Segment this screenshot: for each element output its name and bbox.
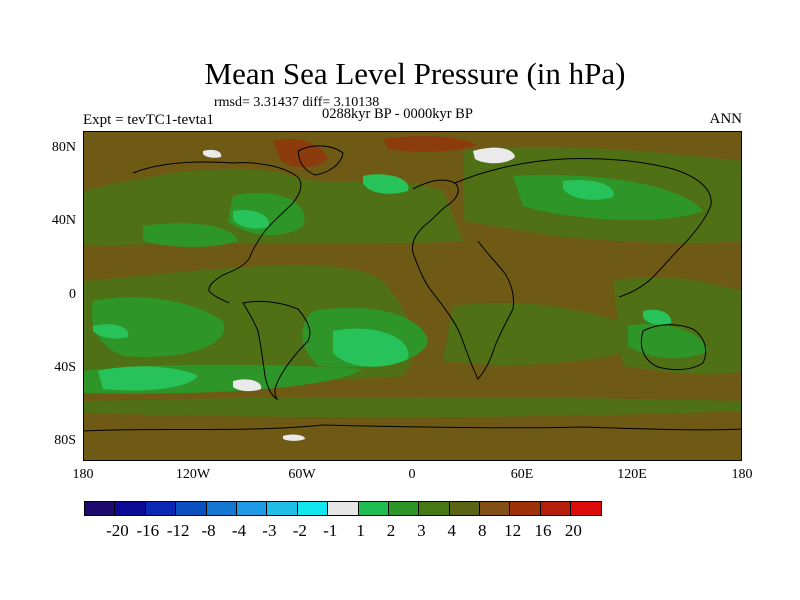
season-label: ANN (709, 111, 743, 127)
experiment-label: Expt = tevTC1-tevta1 (83, 112, 214, 128)
colorbar-box (144, 501, 177, 516)
colorbar-box (266, 501, 298, 516)
colorbar-label: 8 (477, 521, 487, 540)
colorbar-box (327, 501, 359, 516)
bright-green-field (93, 174, 672, 391)
colorbar (84, 501, 602, 516)
coastlines (83, 145, 742, 432)
lon-label-0: 0 (408, 467, 416, 482)
colorbar-label: 4 (447, 521, 457, 540)
lat-label-40n: 40N (51, 213, 76, 228)
lon-label-180w: 180 (72, 467, 94, 482)
plot-title: Mean Sea Level Pressure (in hPa) (204, 56, 626, 91)
lon-label-120e: 120E (617, 467, 647, 482)
lon-label-180e: 180 (731, 467, 753, 482)
colorbar-box (448, 501, 481, 516)
pressure-map (83, 131, 742, 461)
colorbar-label: -4 (231, 521, 247, 540)
colorbar-box (205, 501, 237, 516)
greenland-coast (297, 145, 344, 176)
europe-africa-coast (412, 179, 514, 380)
colorbar-box (539, 501, 572, 516)
colorbar-label: -12 (166, 521, 190, 540)
colorbar-label: -2 (292, 521, 307, 540)
lon-label-60e: 60E (510, 467, 534, 482)
colorbar-label: 1 (356, 521, 365, 540)
colorbar-label: -3 (262, 521, 277, 540)
colorbar-box (84, 501, 116, 516)
lon-label-120w: 120W (175, 467, 211, 482)
australia-coast (640, 324, 707, 371)
white-field (203, 147, 515, 441)
colorbar-box (114, 501, 146, 516)
lon-label-60w: 60W (288, 467, 316, 482)
colorbar-box (570, 501, 602, 516)
colorbar-label: -1 (323, 521, 338, 540)
colorbar-label: -8 (201, 521, 216, 540)
colorbar-label: 3 (417, 521, 426, 540)
colorbar-box (175, 501, 207, 516)
colorbar-box (357, 501, 389, 516)
lat-label-80s: 80S (54, 433, 76, 448)
colorbar-box (235, 501, 268, 516)
colorbar-box (387, 501, 420, 516)
colorbar-label: -16 (136, 521, 160, 540)
antarctica-coast (83, 424, 742, 432)
colorbar-box (479, 501, 511, 516)
colorbar-label: -20 (106, 521, 129, 540)
colorbar-label: 16 (534, 521, 552, 540)
colorbar-label: 20 (564, 521, 582, 540)
lat-label-0: 0 (69, 287, 76, 302)
north-america-coast (132, 161, 302, 304)
map-frame (83, 131, 742, 461)
colorbar-label: 12 (504, 521, 522, 540)
period-label: 0288kyr BP - 0000kyr BP (322, 106, 473, 122)
south-america-coast (242, 300, 311, 401)
colorbar-box (296, 501, 329, 516)
stats-line: rmsd= 3.31437 diff= 3.10138 (214, 95, 380, 110)
colorbar-box (509, 501, 541, 516)
asia-coast (454, 157, 712, 298)
colorbar-label: 2 (386, 521, 396, 540)
colorbar-box (418, 501, 450, 516)
lat-label-40s: 40S (54, 360, 76, 375)
lat-label-80n: 80N (51, 140, 76, 155)
